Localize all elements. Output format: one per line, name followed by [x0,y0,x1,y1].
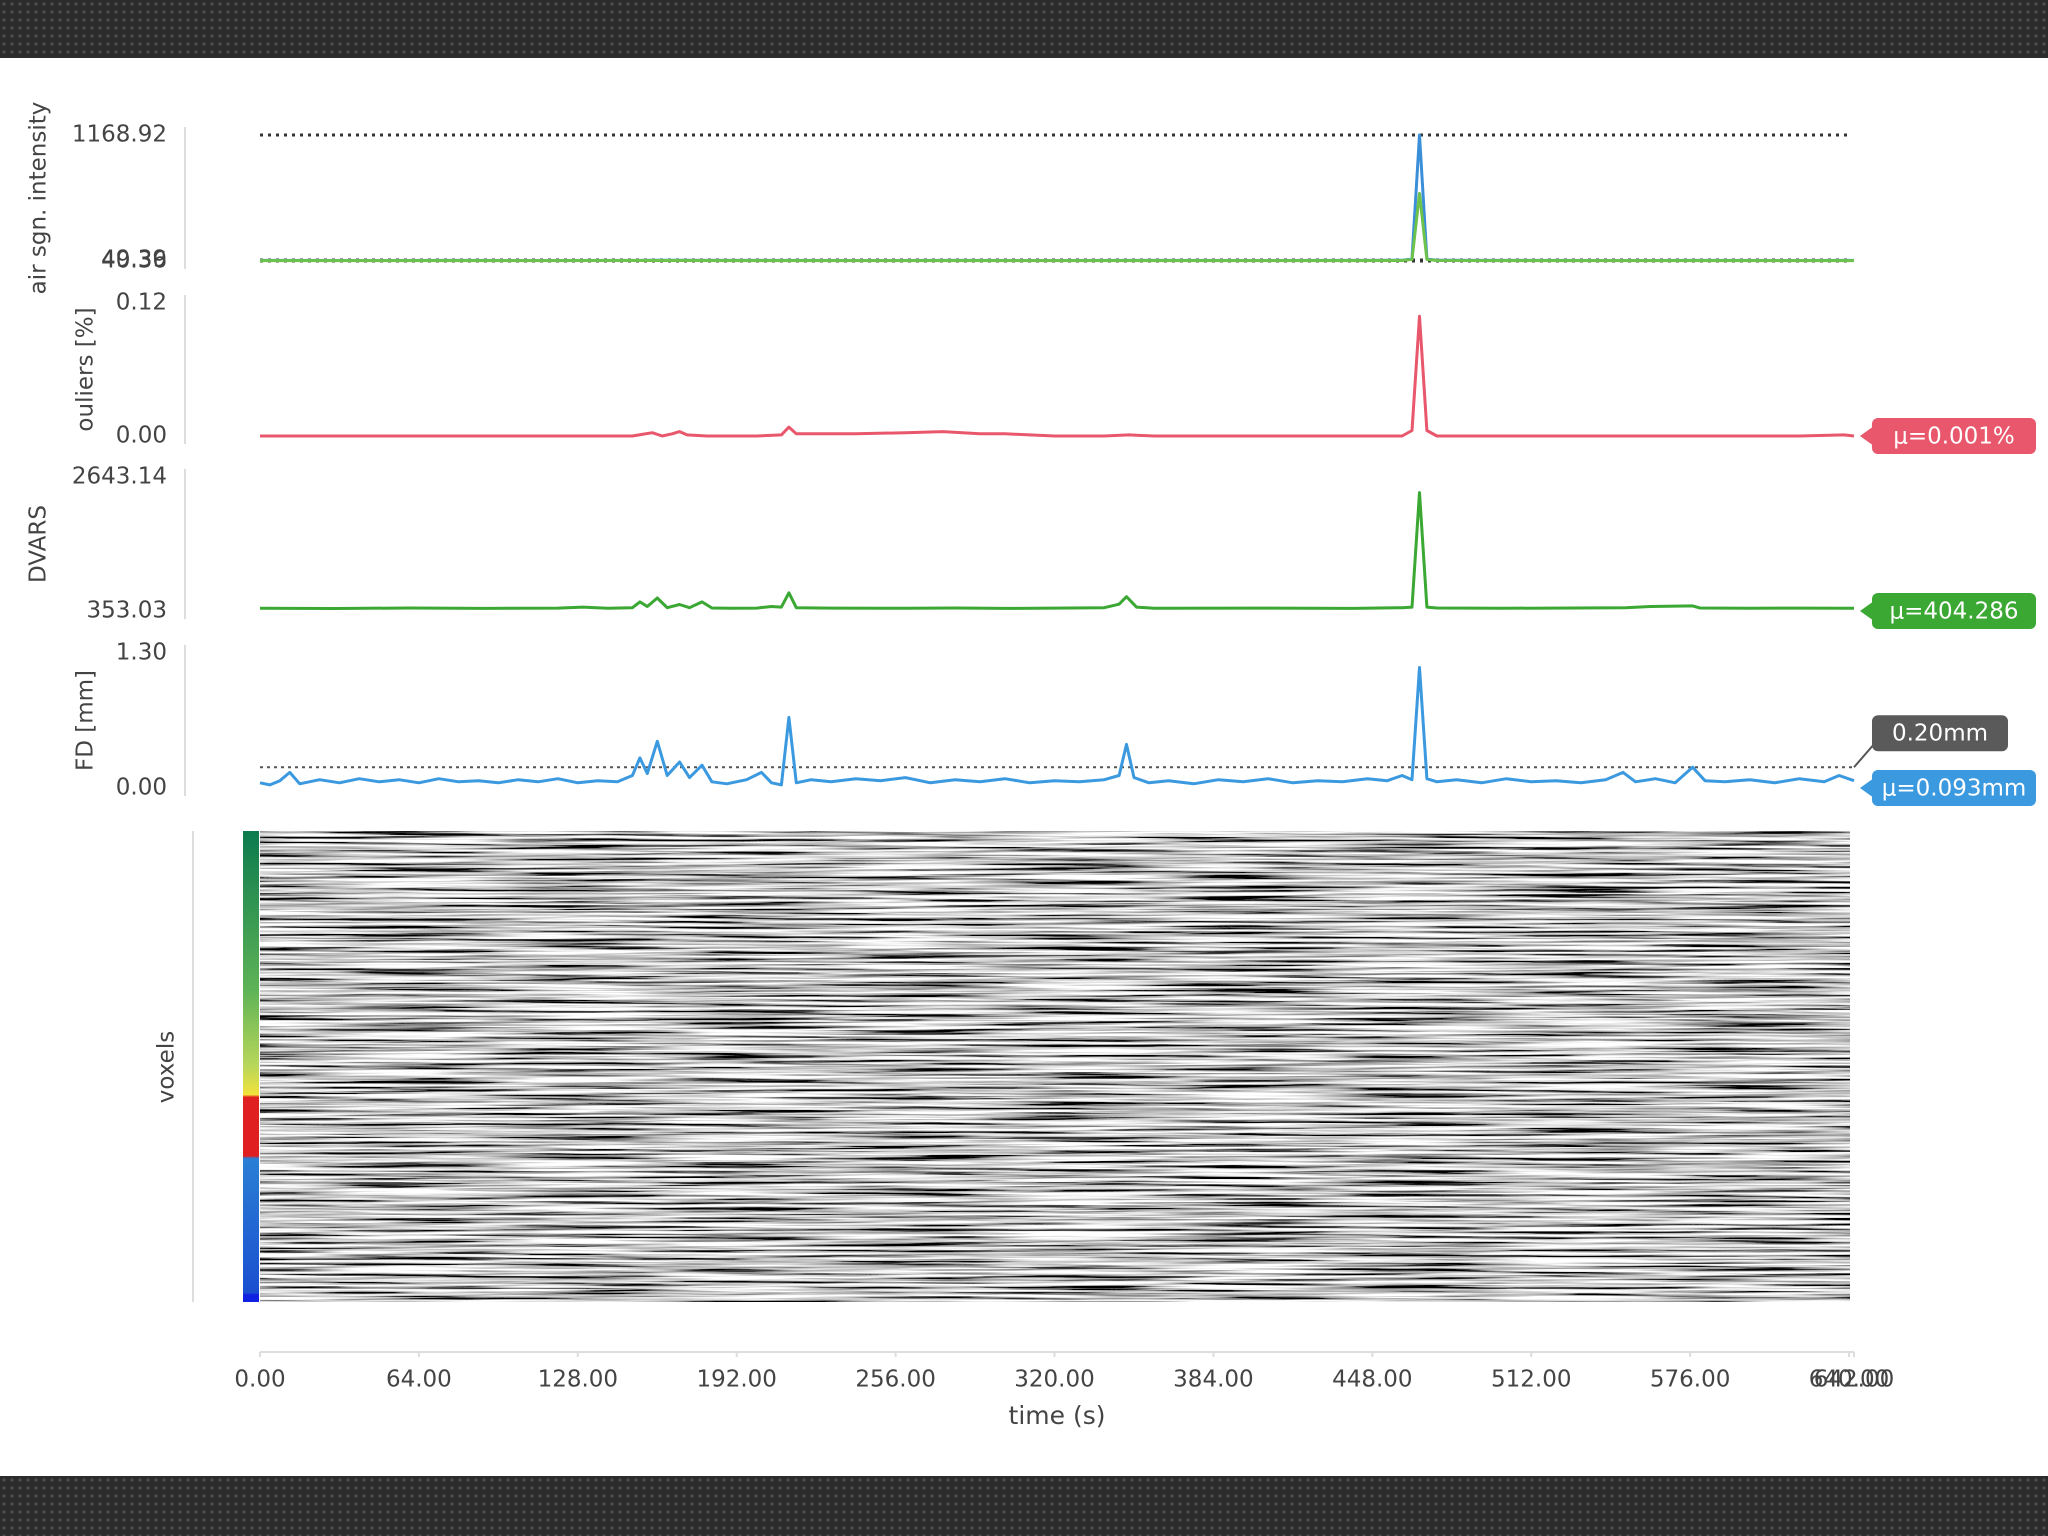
x-axis-label: time (s) [1009,1401,1106,1430]
x-tick-label: 642.00 [1814,1367,1894,1393]
y-tick-label: 1.30 [116,640,167,666]
series-line [259,491,1855,610]
y-tick-label: 0.00 [116,423,167,449]
mean-label: μ=0.001% [1893,424,2015,450]
y-tick-label: 2643.14 [72,464,167,490]
x-tick-label: 640.00 [1809,1367,1889,1393]
y-tick-label: 40.36 [101,248,167,274]
x-tick-label: 0.00 [234,1367,285,1393]
x-tick-label: 320.00 [1014,1367,1094,1393]
x-tick-label: 256.00 [855,1367,935,1393]
mean-box [1872,770,2036,806]
carpet-image [260,831,1850,1302]
series-line [260,314,1855,438]
mean-box [1872,418,2036,454]
x-tick-label: 64.00 [386,1367,452,1393]
x-tick-label: 128.00 [538,1367,618,1393]
series-line [259,666,1855,787]
bottom-band [0,1476,2048,1536]
threshold-box [1872,715,2008,752]
mean-label: μ=404.286 [1889,599,2018,625]
mean-pointer [1860,426,1874,446]
x-tick-label: 576.00 [1650,1367,1730,1393]
y-axis-label: FD [mm] [73,670,99,771]
x-tick-label: 448.00 [1332,1367,1412,1393]
x-tick-label: 384.00 [1173,1367,1253,1393]
y-tick-label: 353.03 [87,598,167,624]
y-tick-label: 0.00 [116,775,167,801]
mean-box [1872,593,2036,629]
x-tick-label: 192.00 [696,1367,776,1393]
y-axis-label: ouliers [%] [73,307,99,431]
y-tick-label: 1168.92 [72,122,167,148]
y-axis-label: DVARS [26,505,52,583]
y-tick-label: 0.12 [116,290,167,316]
threshold-label: 0.20mm [1892,721,1988,747]
y-axis-label: air sgn. intensity [26,102,52,295]
region-colorbar [243,831,259,1302]
series-line [260,192,1854,263]
y-axis-label: voxels [154,1031,180,1103]
top-band [0,0,2048,58]
mean-label: μ=0.093mm [1882,776,2027,802]
x-tick-label: 512.00 [1491,1367,1571,1393]
mean-pointer [1860,601,1874,621]
y-tick-label: 49.39 [101,246,167,272]
mean-pointer [1860,778,1874,798]
